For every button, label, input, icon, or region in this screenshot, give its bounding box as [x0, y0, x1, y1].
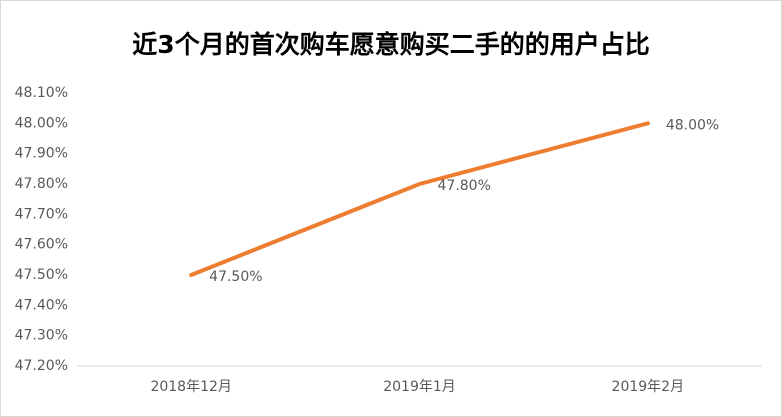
y-tick-label: 47.60% [15, 237, 68, 253]
y-tick-label: 47.30% [15, 328, 68, 344]
y-tick-label: 47.90% [15, 146, 68, 162]
data-label: 47.80% [438, 178, 491, 194]
y-tick-label: 48.00% [15, 115, 68, 131]
data-label: 48.00% [666, 117, 719, 133]
x-tick-label: 2019年1月 [383, 379, 456, 395]
y-tick-label: 47.70% [15, 206, 68, 222]
data-label: 47.50% [209, 269, 262, 285]
y-tick-label: 47.50% [15, 267, 68, 283]
y-tick-label: 47.40% [15, 297, 68, 313]
x-tick-label: 2018年12月 [150, 379, 231, 395]
y-tick-label: 48.10% [15, 85, 68, 101]
x-tick-label: 2019年2月 [612, 379, 685, 395]
line-series [189, 121, 650, 277]
y-tick-label: 47.80% [15, 176, 68, 192]
y-tick-label: 47.20% [15, 358, 68, 374]
chart-title: 近3个月的首次购车愿意购买二手的的用户占比 [132, 30, 649, 59]
